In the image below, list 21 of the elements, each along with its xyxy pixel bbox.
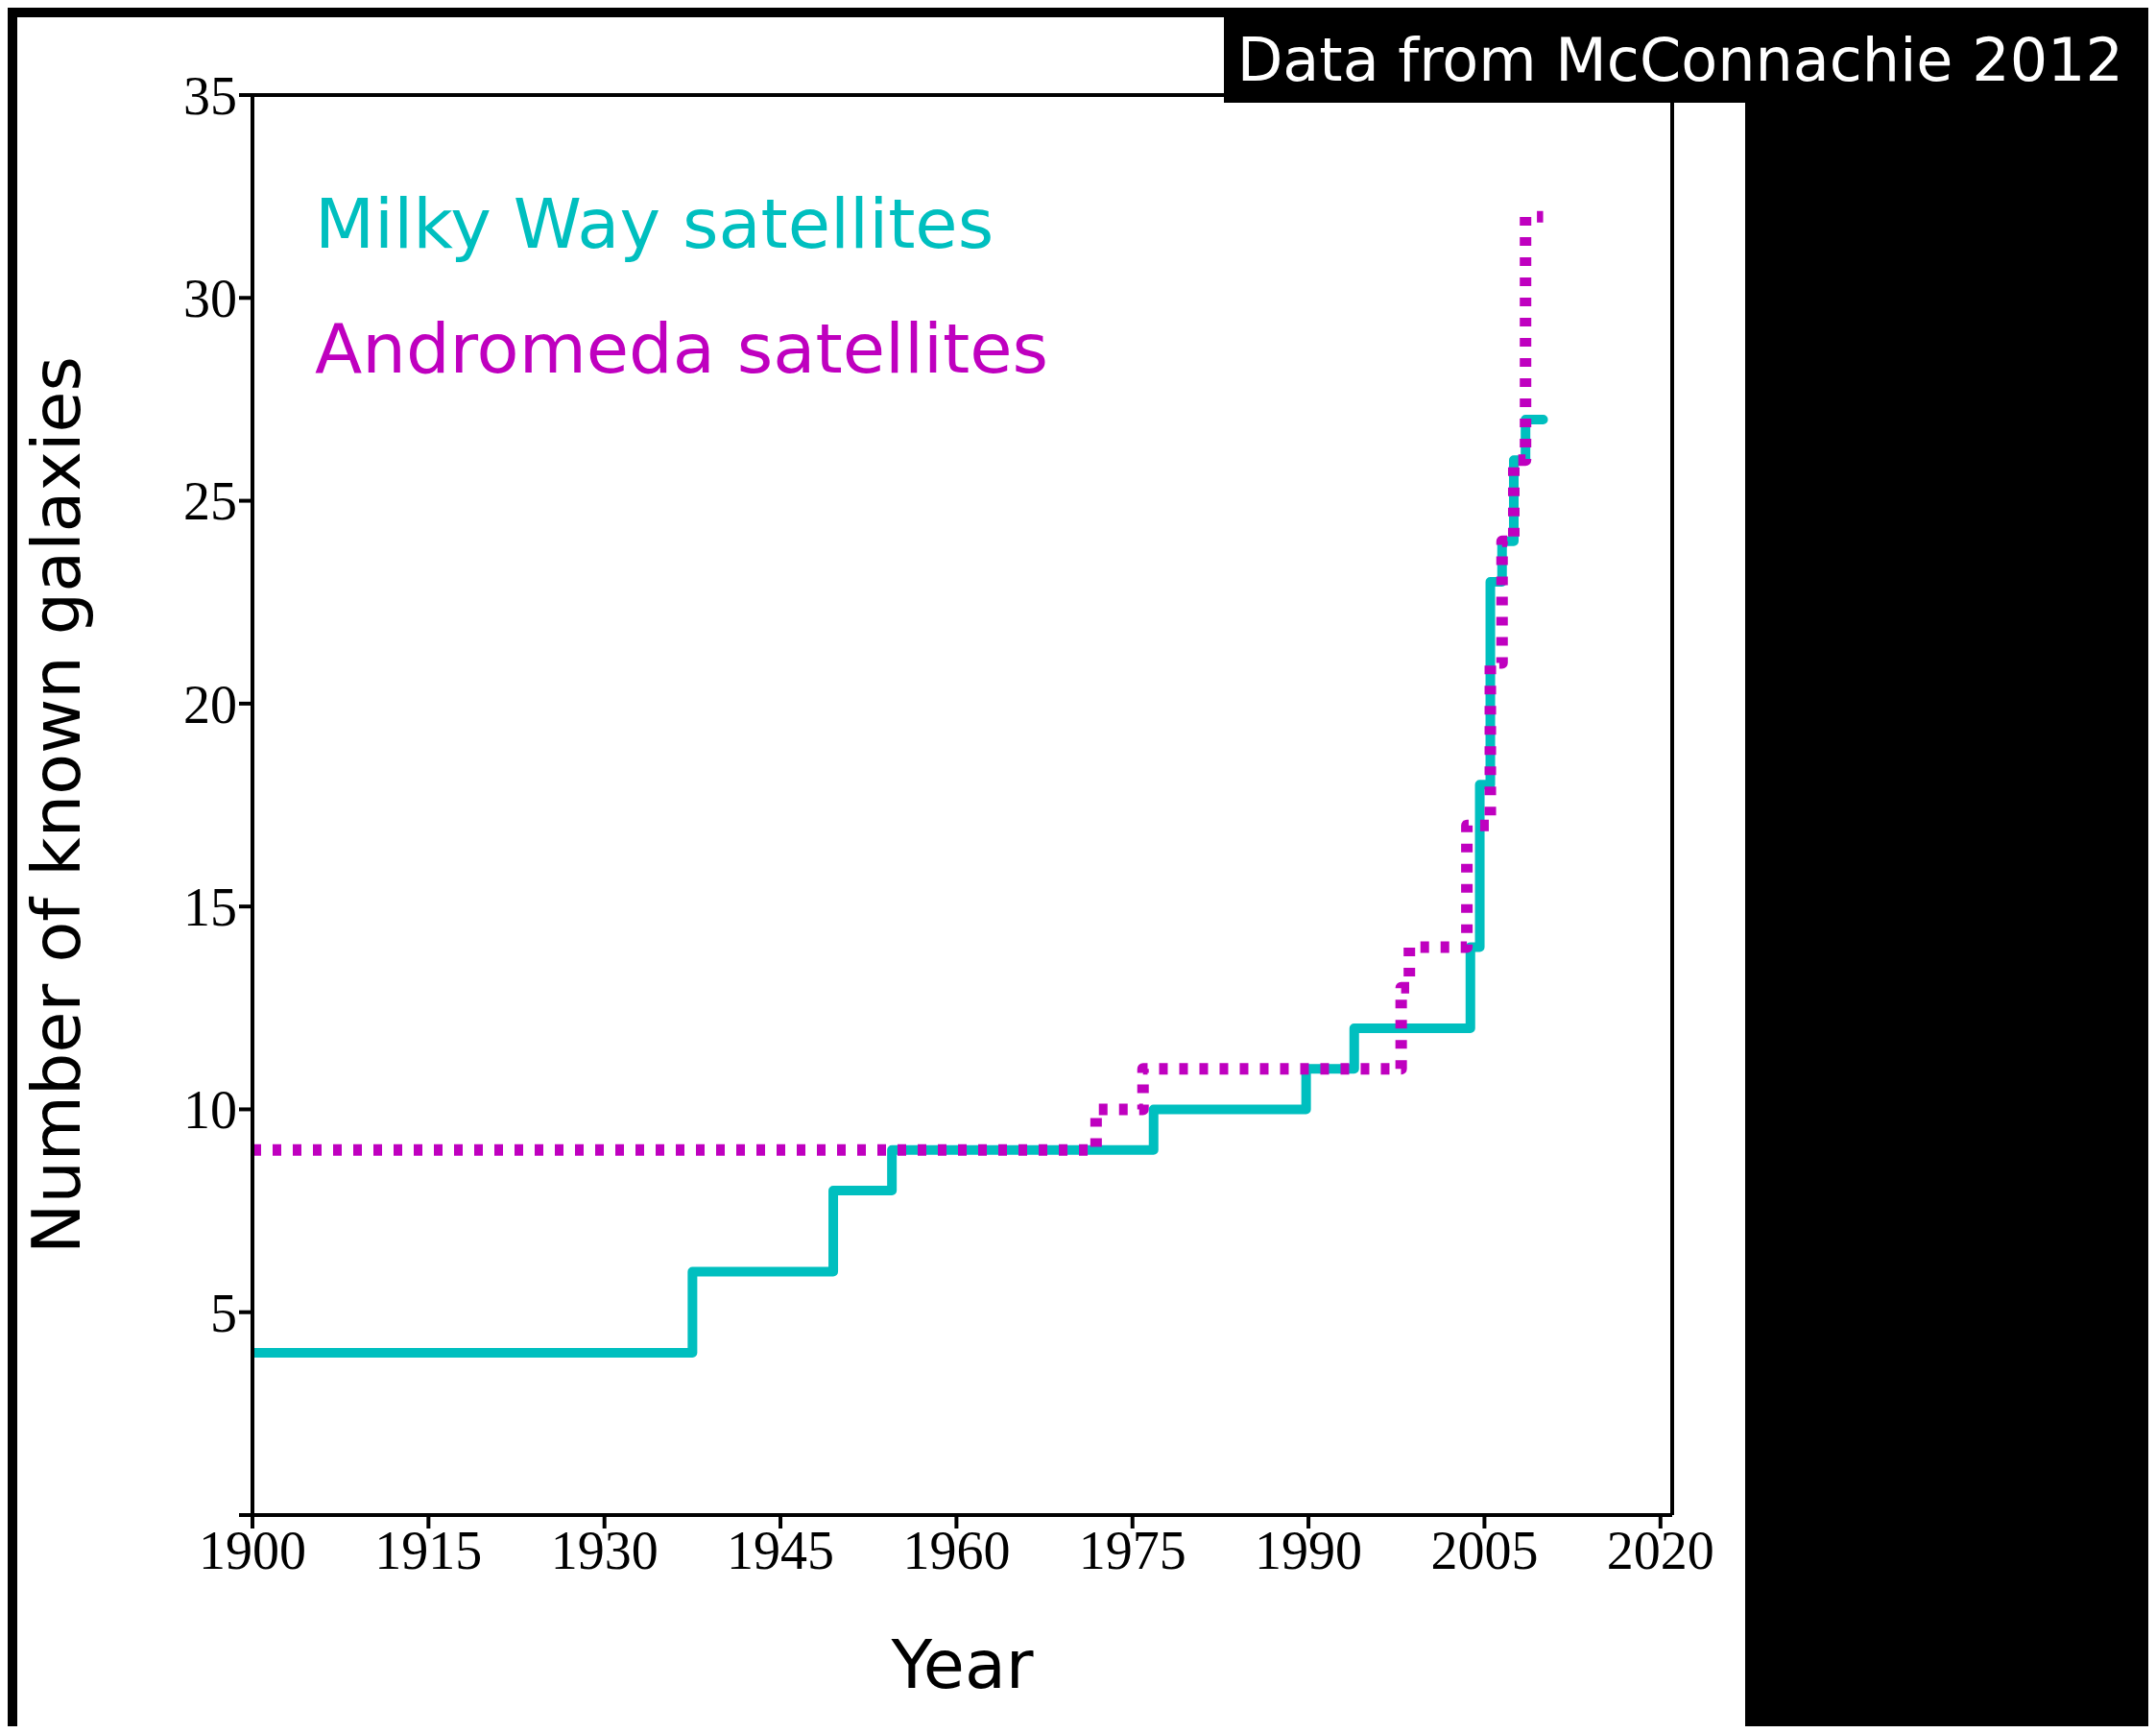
x-tick-label: 1930: [550, 1520, 659, 1580]
x-tick-label: 1975: [1078, 1520, 1186, 1580]
x-tick-label: 1900: [199, 1520, 306, 1580]
text: Milky Way satellites: [315, 182, 995, 266]
y-tick-label: 5: [210, 1283, 237, 1343]
text: Data from McConnachie 2012: [1223, 17, 2137, 103]
x-axis-title: Year: [890, 1625, 1034, 1704]
x-tick-label: 1990: [1255, 1520, 1363, 1580]
x-tick-label: 1915: [374, 1520, 483, 1580]
y-tick-label: 15: [183, 878, 237, 938]
y-axis-title: Number of known galaxies: [16, 356, 96, 1254]
y-tick-label: 25: [183, 471, 237, 532]
y-tick-label: 20: [183, 674, 237, 734]
x-tick-label: 2020: [1606, 1520, 1714, 1580]
y-tick-label: 35: [183, 65, 237, 126]
y-tick-label: 30: [183, 269, 237, 329]
text: Andromeda satellites: [315, 307, 1049, 391]
y-tick-label: 10: [183, 1080, 237, 1141]
x-tick-label: 1945: [727, 1520, 835, 1580]
x-tick-label: 1960: [902, 1520, 1011, 1580]
x-tick-label: 2005: [1430, 1520, 1539, 1580]
